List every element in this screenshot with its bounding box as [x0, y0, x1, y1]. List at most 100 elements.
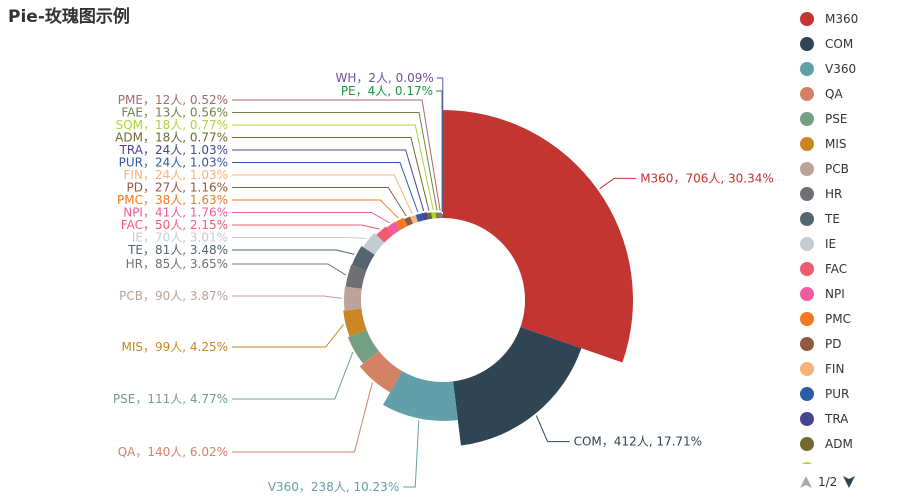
leader-line-pmc: [232, 199, 399, 219]
legend-label: ADM: [825, 436, 853, 451]
legend-swatch-icon: [800, 336, 814, 351]
slice-label-pme: PME，12人, 0.52%: [118, 93, 228, 107]
legend-label: PUR: [825, 386, 850, 401]
slice-tra[interactable]: [421, 212, 429, 221]
slice-label-com: COM，412人, 17.71%: [574, 435, 702, 449]
slice-pd[interactable]: [404, 216, 413, 227]
leader-line-pur: [232, 162, 419, 213]
legend-label: PD: [825, 336, 842, 351]
slice-label-fae: FAE，13人, 0.56%: [121, 106, 228, 120]
legend-label: HR: [825, 186, 843, 201]
slice-pse[interactable]: [347, 329, 379, 364]
legend-item-tra[interactable]: TRA: [800, 406, 896, 431]
slice-hr[interactable]: [345, 264, 367, 289]
slice-pur[interactable]: [415, 213, 424, 222]
legend-item-qa[interactable]: QA: [800, 81, 896, 106]
slice-ie[interactable]: [362, 232, 385, 255]
legend-item-pcb[interactable]: PCB: [800, 156, 896, 181]
legend-swatch-icon: [800, 361, 814, 376]
slice-m360[interactable]: [443, 110, 633, 363]
legend-swatch-icon: [800, 11, 814, 26]
slice-label-pmc: PMC，38人, 1.63%: [117, 193, 228, 207]
slice-label-pd: PD，27人, 1.16%: [127, 181, 229, 195]
legend-item-pd[interactable]: PD: [800, 331, 896, 356]
slice-fae[interactable]: [435, 212, 440, 219]
slice-qa[interactable]: [359, 351, 403, 393]
leader-line-fae: [232, 112, 438, 211]
slice-pmc[interactable]: [395, 217, 408, 231]
legend-item-com[interactable]: COM: [800, 31, 896, 56]
leader-line-pe: [436, 90, 443, 212]
leader-line-adm: [232, 137, 430, 211]
slice-fac[interactable]: [376, 226, 393, 243]
leader-line-pme: [232, 99, 441, 211]
leader-line-pse: [232, 351, 354, 400]
legend-label: SQM: [825, 462, 852, 465]
legend-item-fac[interactable]: FAC: [800, 256, 896, 281]
legend-item-pur[interactable]: PUR: [800, 381, 896, 406]
chart-title: Pie-玫瑰图示例: [8, 7, 130, 27]
leader-line-tra: [232, 149, 425, 211]
legend-swatch-icon: [800, 36, 814, 51]
legend-item-pse[interactable]: PSE: [800, 106, 896, 131]
slice-label-mis: MIS，99人, 4.25%: [121, 340, 228, 354]
legend-swatch-icon: [800, 111, 814, 126]
legend-page-indicator: 1/2: [818, 475, 838, 489]
legend-label: QA: [825, 86, 843, 101]
leader-line-com: [535, 415, 570, 443]
slice-sqm[interactable]: [431, 211, 437, 219]
legend-swatch-icon: [800, 186, 814, 201]
slice-adm[interactable]: [427, 212, 433, 220]
legend-swatch-icon: [800, 86, 814, 101]
legend-label: IE: [825, 236, 837, 251]
slice-fin[interactable]: [410, 215, 418, 224]
legend-item-adm[interactable]: ADM: [800, 431, 896, 456]
slice-label-v360: V360，238人, 10.23%: [268, 480, 399, 494]
slice-mis[interactable]: [343, 308, 367, 337]
slice-npi[interactable]: [386, 221, 401, 236]
slice-label-pse: PSE，111人, 4.77%: [113, 392, 228, 406]
legend-pager: 1/2: [798, 472, 857, 492]
legend-item-npi[interactable]: NPI: [800, 281, 896, 306]
legend-label: PSE: [825, 111, 848, 126]
slice-pme[interactable]: [438, 212, 442, 219]
legend-label: MIS: [825, 136, 847, 151]
slice-v360[interactable]: [382, 371, 458, 421]
legend-item-pmc[interactable]: PMC: [800, 306, 896, 331]
legend-swatch-icon: [800, 61, 814, 76]
legend-swatch-icon: [800, 311, 814, 326]
legend-item-v360[interactable]: V360: [800, 56, 896, 81]
legend-label: TRA: [825, 411, 849, 426]
leader-line-sqm: [232, 124, 434, 211]
slice-com[interactable]: [453, 326, 582, 446]
legend: M360 COM V360 QA PSE MIS PCB HR TE IE FAC NPI PMC PD F…: [800, 6, 896, 464]
slice-pe[interactable]: [441, 213, 443, 219]
leader-line-npi: [232, 212, 390, 224]
slice-label-sqm: SQM，18人, 0.77%: [116, 118, 228, 132]
slice-label-hr: HR，85人, 3.65%: [126, 257, 228, 271]
slice-label-wh: WH，2人, 0.09%: [335, 71, 433, 85]
legend-item-fin[interactable]: FIN: [800, 356, 896, 381]
rose-chart: M360，706人, 30.34% COM，412人, 17.71% V360，23…: [113, 71, 774, 494]
slice-label-tra: TRA，24人, 1.03%: [119, 143, 228, 157]
legend-item-sqm[interactable]: SQM: [800, 456, 896, 464]
legend-swatch-icon: [800, 136, 814, 151]
leader-line-v360: [403, 420, 420, 488]
legend-item-ie[interactable]: IE: [800, 231, 896, 256]
legend-label: M360: [825, 11, 859, 26]
legend-prev-icon[interactable]: [798, 474, 814, 490]
leader-line-pd: [232, 187, 407, 217]
legend-label: PCB: [825, 161, 849, 176]
leader-line-wh: [436, 77, 444, 213]
slice-label-ie: IE，70人, 3.01%: [132, 231, 228, 245]
slice-label-pur: PUR，24人, 1.03%: [119, 156, 228, 170]
slice-te[interactable]: [351, 246, 375, 271]
legend-next-icon[interactable]: [841, 474, 857, 490]
legend-swatch-icon: [800, 261, 814, 276]
legend-item-hr[interactable]: HR: [800, 181, 896, 206]
slice-pcb[interactable]: [344, 286, 362, 311]
legend-item-te[interactable]: TE: [800, 206, 896, 231]
slice-label-adm: ADM，18人, 0.77%: [115, 131, 228, 145]
legend-item-mis[interactable]: MIS: [800, 131, 896, 156]
legend-item-m360[interactable]: M360: [800, 6, 896, 31]
